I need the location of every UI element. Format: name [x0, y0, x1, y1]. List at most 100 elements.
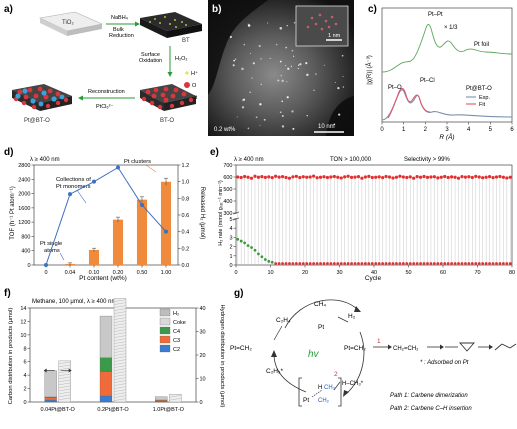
e-point-h2-upper	[367, 175, 370, 178]
tile-bt-label: BT	[182, 38, 190, 44]
e-xtick-label: 0	[234, 270, 237, 276]
e-point-h2-upper	[464, 176, 467, 179]
c-xtick-label: 2	[424, 127, 428, 133]
e-point-h2-lower	[454, 262, 457, 265]
c-xtick-label: 1	[402, 127, 406, 133]
c-ylabel: |χ(R)| (Å⁻³)	[366, 55, 373, 84]
e-point-h2-lower	[474, 262, 477, 265]
e-point-h2-upper	[264, 176, 267, 179]
stem-dot	[285, 47, 287, 49]
e-point-h2-lower	[295, 262, 298, 265]
f-legend-swatch	[160, 318, 170, 325]
e-point-h2-lower	[416, 262, 419, 265]
d-ann-clusters: Pt clusters	[124, 159, 151, 165]
d-y2tick-label: 1.2	[182, 163, 190, 169]
e-point-h2-upper	[250, 177, 253, 180]
e-plot-frame	[236, 165, 512, 265]
stem-dot	[338, 114, 340, 116]
e-point-h2-lower	[381, 262, 384, 265]
e-point-h2-lower	[443, 262, 446, 265]
e-point-h2-upper	[457, 177, 460, 180]
e-point-h2-upper	[395, 176, 398, 179]
e-point-h2-upper	[498, 175, 501, 178]
stem-dot	[249, 92, 250, 93]
panel-d: d) λ ≥ 400 nm TOF (h⁻¹ Pt atom⁻¹) Releas…	[0, 143, 207, 283]
e-point-h2-lower	[495, 262, 498, 265]
bto-tile: BT-O	[140, 84, 196, 124]
e-point-h2-upper	[478, 175, 481, 178]
c-xtick-label: 5	[489, 127, 493, 133]
stem-dot	[335, 82, 336, 83]
e-point-h2-lower	[336, 262, 339, 265]
d-xtick-label: 1.00	[161, 270, 172, 276]
stem-dot	[287, 68, 289, 70]
e-point-green	[247, 244, 250, 247]
e-point-h2-upper	[333, 175, 336, 178]
stem-dot	[270, 58, 271, 59]
d-xtick-label: 0.50	[137, 270, 148, 276]
e-point-green	[243, 242, 246, 245]
d-ann-arrow-clusters	[146, 165, 156, 172]
e-point-h2-upper	[405, 176, 408, 179]
step2-line2: Oxidation	[139, 58, 162, 64]
e-point-h2-upper	[326, 176, 329, 179]
f-legend-swatch	[160, 345, 170, 352]
stem-dot	[259, 103, 261, 105]
e-point-h2-lower	[471, 262, 474, 265]
d-bar	[89, 250, 99, 265]
e-ytick-label-lower: 3	[229, 235, 232, 241]
c-fit-curve	[388, 88, 430, 118]
e-point-h2-upper	[257, 176, 260, 179]
e-point-h2-lower	[354, 262, 357, 265]
stem-dot	[253, 62, 255, 64]
e-xtick-label: 80	[509, 270, 515, 276]
bt-tile: BT	[140, 12, 202, 44]
d-xtick-label: 0.10	[89, 270, 100, 276]
g-ch4-top: CH₄	[314, 301, 326, 308]
g-path2-desc: Path 2: Carbene C–H insertion	[390, 406, 472, 412]
stem-dot	[242, 106, 244, 108]
e-point-h2-upper	[443, 175, 446, 178]
c-pto-label: Pt–O	[388, 85, 402, 91]
e-point-h2-lower	[481, 262, 484, 265]
e-point-h2-upper	[412, 177, 415, 180]
e-point-h2-lower	[409, 262, 412, 265]
e-point-h2-upper	[471, 176, 474, 179]
e-point-h2-upper	[402, 175, 405, 178]
e-point-h2-lower	[347, 262, 350, 265]
e-point-h2-lower	[298, 262, 301, 265]
c-xtick-label: 0	[380, 127, 384, 133]
d-ylabel-left: TOF (h⁻¹ Pt atom⁻¹)	[10, 186, 16, 240]
stem-dot	[282, 115, 284, 117]
stem-dot	[286, 81, 287, 82]
f-y2tick-label: 30	[200, 330, 206, 336]
c-ptcl-label: Pt–Cl	[420, 78, 435, 84]
stem-dot	[306, 74, 308, 76]
f-bar-carbon-c4	[100, 358, 112, 372]
e-point-h2-lower	[323, 262, 326, 265]
g-hv: hv	[308, 349, 320, 360]
e-point-h2-lower	[302, 262, 305, 265]
e-ytick-label-upper: 500	[223, 187, 232, 193]
g-path-num-1: 1	[377, 338, 381, 345]
stem-dot	[233, 64, 235, 66]
e-point-h2-upper	[350, 176, 353, 179]
e-point-h2-upper	[433, 175, 436, 178]
e-point-h2-lower	[350, 262, 353, 265]
f-ytick-label: 8	[23, 346, 26, 352]
g-adsorbed-note: * : Adsorbed on Pt	[420, 360, 469, 366]
d-ann-monomers-2: Pt monomers	[56, 184, 91, 190]
e-ytick-label-upper: 600	[223, 175, 232, 181]
e-point-h2-lower	[492, 262, 495, 265]
ptbto-tile: Pt@BT-O	[12, 84, 72, 124]
stem-dot	[230, 36, 232, 38]
e-point-h2-lower	[361, 262, 364, 265]
stem-dot	[298, 68, 299, 69]
d-line-point	[116, 166, 120, 170]
e-point-h2-upper	[384, 175, 387, 178]
stem-dot	[281, 80, 283, 82]
e-point-h2-upper	[419, 176, 422, 179]
